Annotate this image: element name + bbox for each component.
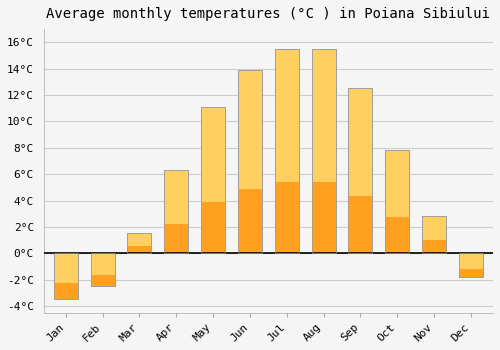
Bar	[386, 150, 409, 253]
Bar	[312, 49, 336, 253]
Bar	[164, 170, 188, 253]
Bar	[459, 253, 483, 277]
Bar	[164, 224, 188, 253]
Bar	[312, 49, 336, 253]
Bar	[90, 253, 114, 286]
Bar	[275, 49, 299, 253]
Bar	[201, 107, 225, 253]
Bar	[459, 253, 483, 277]
Bar	[54, 253, 78, 300]
Bar	[312, 182, 336, 253]
Bar	[128, 233, 152, 253]
Bar	[238, 70, 262, 253]
Bar	[90, 253, 114, 286]
Bar	[201, 107, 225, 253]
Bar	[422, 240, 446, 253]
Bar	[54, 253, 78, 300]
Bar	[422, 216, 446, 253]
Bar	[201, 202, 225, 253]
Bar	[348, 196, 372, 253]
Bar	[348, 89, 372, 253]
Bar	[459, 269, 483, 277]
Bar	[422, 216, 446, 253]
Bar	[54, 283, 78, 300]
Bar	[90, 275, 114, 286]
Bar	[128, 233, 152, 253]
Bar	[128, 246, 152, 253]
Bar	[386, 217, 409, 253]
Title: Average monthly temperatures (°C ) in Poiana Sibiului: Average monthly temperatures (°C ) in Po…	[46, 7, 490, 21]
Bar	[275, 182, 299, 253]
Bar	[348, 89, 372, 253]
Bar	[386, 150, 409, 253]
Bar	[164, 170, 188, 253]
Bar	[275, 49, 299, 253]
Bar	[238, 70, 262, 253]
Bar	[238, 189, 262, 253]
